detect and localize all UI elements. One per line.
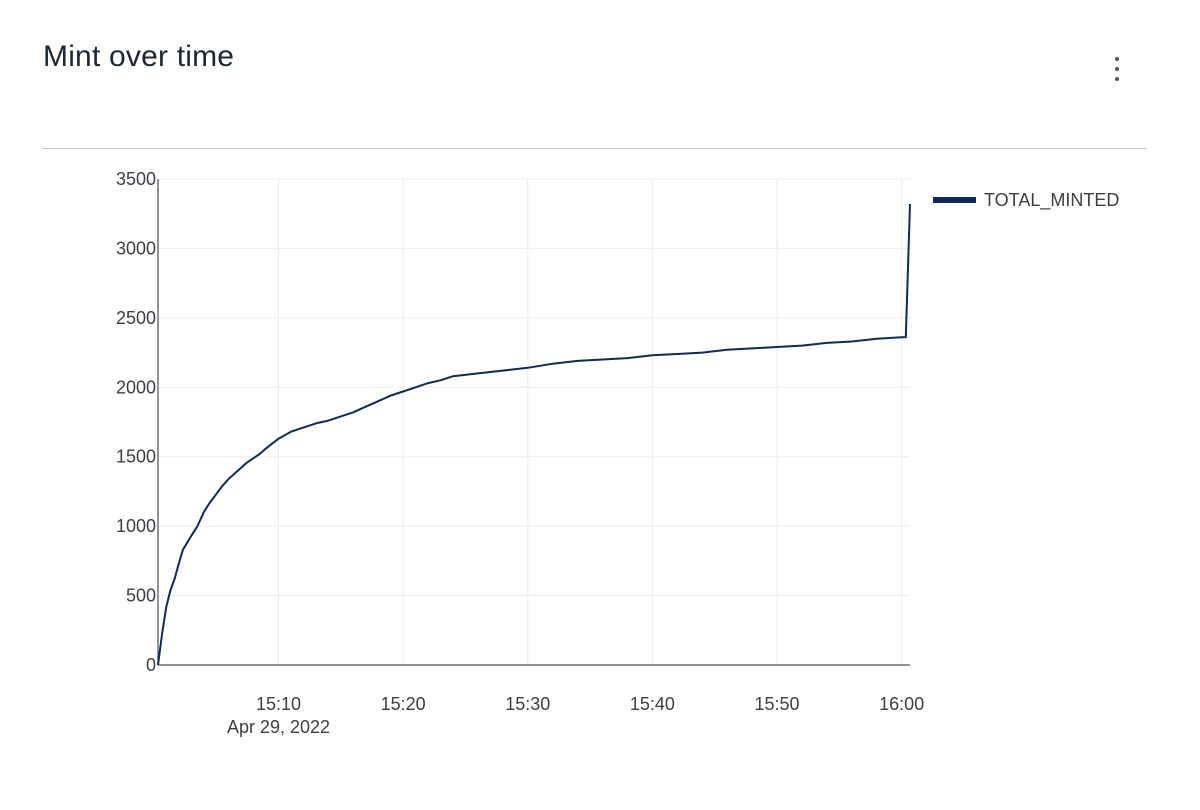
y-tick-label: 500: [126, 586, 156, 606]
y-tick-label: 3500: [116, 169, 156, 189]
page-title: Mint over time: [43, 40, 235, 73]
y-tick-label: 1000: [116, 516, 156, 536]
series-line-total-minted: [157, 203, 911, 666]
y-tick-label: 2500: [116, 308, 156, 328]
grid-lines: [158, 178, 910, 665]
header-divider: [42, 148, 1147, 149]
y-tick-label: 1500: [116, 447, 156, 467]
tick-labels: 0 500 1000 1500 2000 2500 3000 3500 15:10 15:20 15…: [116, 169, 924, 737]
legend-label[interactable]: TOTAL_MINTED: [984, 190, 1119, 211]
legend[interactable]: TOTAL_MINTED: [933, 190, 1119, 211]
axes: [157, 179, 910, 666]
x-tick-label: 15:20: [381, 694, 426, 714]
x-tick-label: 15:10: [256, 694, 301, 714]
y-tick-label: 3000: [116, 238, 156, 258]
x-tick-label: 15:40: [630, 694, 675, 714]
y-tick-label: 0: [146, 655, 156, 675]
series-layer: [157, 203, 911, 666]
x-tick-label: 15:50: [755, 694, 800, 714]
x-date-label: Apr 29, 2022: [227, 717, 330, 737]
more-options-button[interactable]: [1100, 52, 1134, 86]
x-tick-label: 15:30: [505, 694, 550, 714]
x-tick-label: 16:00: [879, 694, 924, 714]
y-tick-label: 2000: [116, 377, 156, 397]
